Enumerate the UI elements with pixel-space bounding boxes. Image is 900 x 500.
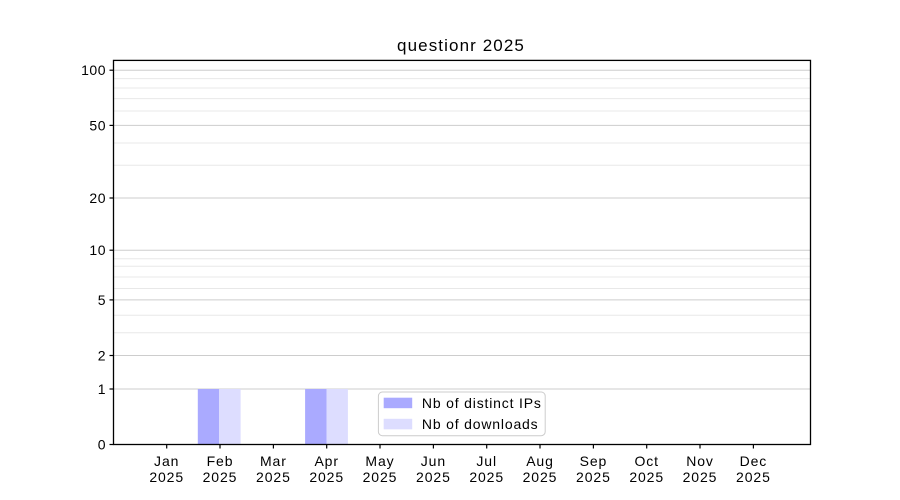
svg-text:2: 2 bbox=[98, 348, 106, 364]
svg-text:50: 50 bbox=[89, 117, 106, 133]
svg-text:2025: 2025 bbox=[203, 469, 238, 485]
svg-text:2025: 2025 bbox=[683, 469, 718, 485]
svg-text:Sep: Sep bbox=[580, 453, 608, 469]
svg-text:Nov: Nov bbox=[686, 453, 714, 469]
svg-text:10: 10 bbox=[89, 242, 106, 258]
svg-text:May: May bbox=[365, 453, 394, 469]
svg-text:questionr 2025: questionr 2025 bbox=[397, 36, 525, 55]
svg-text:20: 20 bbox=[89, 190, 106, 206]
svg-text:Jan: Jan bbox=[154, 453, 179, 469]
svg-text:Mar: Mar bbox=[260, 453, 287, 469]
svg-text:1: 1 bbox=[98, 381, 106, 397]
svg-text:Nb of downloads: Nb of downloads bbox=[422, 416, 539, 432]
svg-text:2025: 2025 bbox=[256, 469, 291, 485]
svg-text:Apr: Apr bbox=[314, 453, 339, 469]
svg-text:2025: 2025 bbox=[523, 469, 558, 485]
svg-text:100: 100 bbox=[81, 62, 106, 78]
svg-text:5: 5 bbox=[98, 292, 106, 308]
svg-text:2025: 2025 bbox=[309, 469, 344, 485]
svg-text:Jun: Jun bbox=[421, 453, 446, 469]
svg-text:2025: 2025 bbox=[363, 469, 398, 485]
svg-text:2025: 2025 bbox=[629, 469, 664, 485]
svg-text:2025: 2025 bbox=[736, 469, 771, 485]
svg-text:Feb: Feb bbox=[207, 453, 234, 469]
svg-text:2025: 2025 bbox=[576, 469, 611, 485]
svg-text:Oct: Oct bbox=[634, 453, 658, 469]
svg-text:0: 0 bbox=[98, 437, 106, 453]
svg-text:Jul: Jul bbox=[476, 453, 497, 469]
svg-text:Nb of distinct IPs: Nb of distinct IPs bbox=[422, 395, 542, 411]
svg-text:2025: 2025 bbox=[469, 469, 504, 485]
svg-text:Aug: Aug bbox=[526, 453, 554, 469]
svg-text:Dec: Dec bbox=[740, 453, 768, 469]
svg-text:2025: 2025 bbox=[416, 469, 451, 485]
svg-text:2025: 2025 bbox=[149, 469, 184, 485]
